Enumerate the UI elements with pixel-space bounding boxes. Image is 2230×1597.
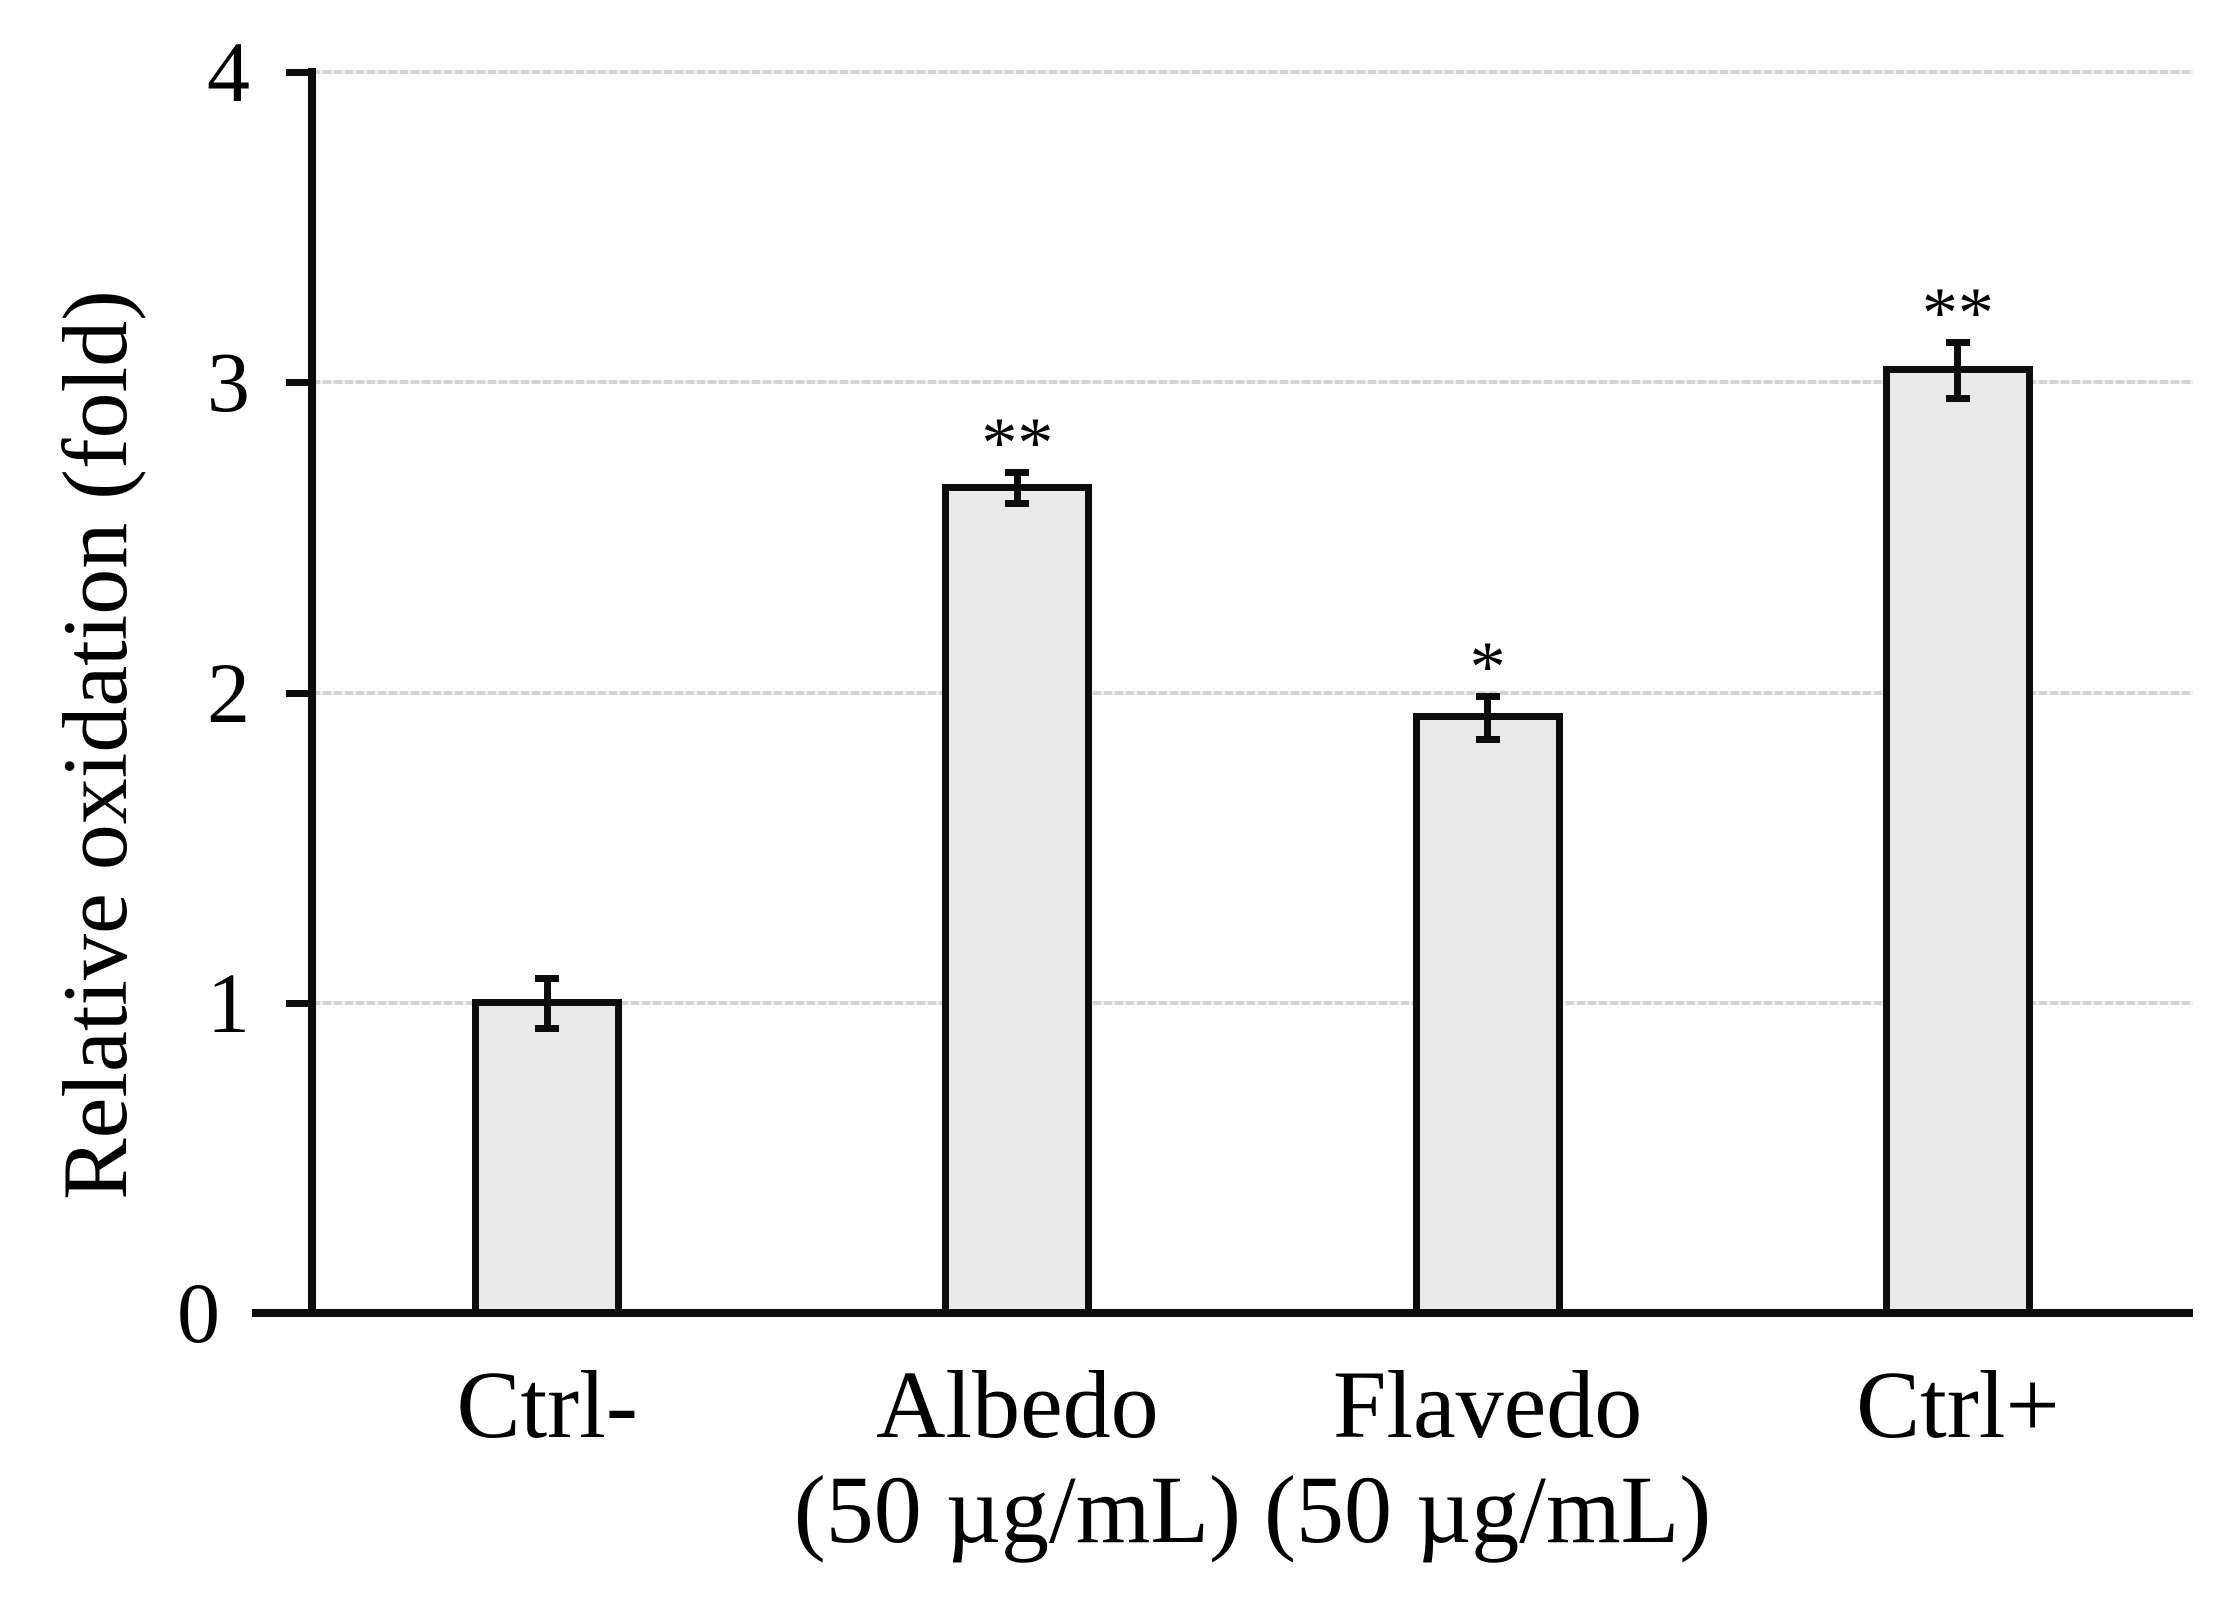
error-bar-cap-top bbox=[1475, 692, 1500, 700]
x-category-label-line: Flavedo bbox=[1332, 1351, 1643, 1458]
gridline bbox=[312, 690, 2193, 695]
y-tick bbox=[286, 999, 312, 1007]
error-bar-cap-bottom bbox=[1945, 394, 1970, 402]
y-tick bbox=[286, 69, 312, 76]
x-category-label: Ctrl- bbox=[197, 1352, 897, 1457]
bar bbox=[1412, 713, 1563, 1317]
error-bar-cap-bottom bbox=[1475, 736, 1500, 744]
bar bbox=[942, 483, 1093, 1317]
bar bbox=[472, 998, 623, 1317]
error-bar-cap-bottom bbox=[535, 1024, 560, 1032]
y-tick-label: 3 bbox=[207, 334, 250, 431]
significance-label: ** bbox=[1921, 272, 1994, 353]
significance-label: ** bbox=[981, 403, 1054, 484]
error-bar-cap-top bbox=[1945, 338, 1970, 346]
gridline bbox=[312, 1000, 2193, 1005]
error-bar-stem bbox=[1484, 695, 1492, 740]
significance-label: * bbox=[1469, 626, 1506, 707]
x-category-label: Ctrl+ bbox=[1608, 1352, 2230, 1457]
error-bar-cap-top bbox=[1005, 469, 1030, 477]
x-axis-line bbox=[252, 1309, 2193, 1317]
error-bar-stem bbox=[1954, 341, 1962, 398]
x-category-label: Albedo (50 µg/mL) bbox=[667, 1352, 1367, 1562]
gridline bbox=[312, 380, 2193, 385]
x-category-label: Flavedo (50 µg/mL) bbox=[1138, 1352, 1838, 1562]
x-category-label-line: Albedo bbox=[876, 1351, 1159, 1458]
error-bar-stem bbox=[543, 977, 551, 1028]
gridline bbox=[312, 70, 2193, 74]
x-category-label-line: (50 µg/mL) bbox=[793, 1456, 1241, 1563]
y-tick-label: 0 bbox=[177, 1265, 220, 1361]
y-tick-label: 4 bbox=[207, 24, 250, 120]
x-category-label-line: Ctrl+ bbox=[1856, 1351, 2060, 1458]
y-axis-line bbox=[308, 68, 316, 1317]
y-tick bbox=[286, 689, 312, 697]
bar bbox=[1882, 365, 2033, 1317]
y-tick-label: 2 bbox=[207, 644, 250, 741]
error-bar-cap-top bbox=[535, 974, 560, 982]
x-category-label-line: Ctrl- bbox=[456, 1351, 638, 1458]
error-bar-stem bbox=[1013, 472, 1021, 504]
y-tick bbox=[286, 379, 312, 387]
y-tick-label: 1 bbox=[207, 954, 250, 1051]
error-bar-cap-bottom bbox=[1005, 500, 1030, 508]
x-category-label-line: (50 µg/mL) bbox=[1264, 1456, 1712, 1563]
